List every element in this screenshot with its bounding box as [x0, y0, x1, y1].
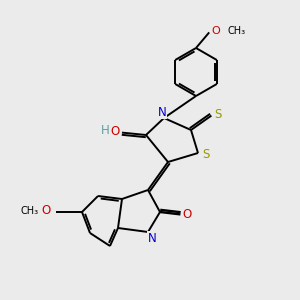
Text: N: N [148, 232, 156, 244]
Text: S: S [215, 108, 222, 121]
Text: O: O [41, 205, 51, 218]
Text: O: O [212, 26, 220, 36]
Text: CH₃: CH₃ [227, 26, 245, 36]
Text: O: O [110, 125, 120, 138]
Text: H: H [100, 124, 109, 137]
Text: N: N [158, 106, 166, 118]
Text: S: S [202, 148, 210, 161]
Text: O: O [183, 208, 192, 221]
Text: CH₃: CH₃ [20, 206, 39, 216]
